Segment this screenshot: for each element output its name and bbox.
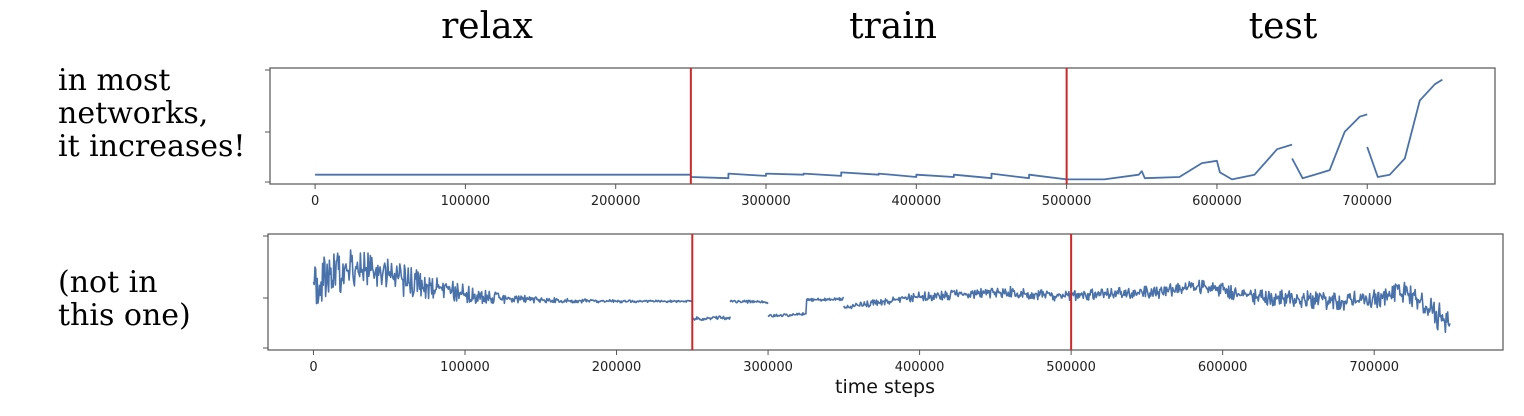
x-tick-label: 400000 bbox=[891, 194, 941, 209]
x-tick-label: 0 bbox=[311, 194, 319, 209]
side-note-top: in most networks, it increases! bbox=[58, 64, 246, 163]
x-tick-label: 100000 bbox=[441, 194, 491, 209]
side-note-bottom-line-1: (not in bbox=[58, 265, 158, 300]
x-tick-label: 200000 bbox=[592, 360, 642, 375]
chart-top: 0 100000 200000 300000 400000 500000 600000 700… bbox=[265, 67, 1496, 209]
series-line bbox=[1366, 78, 1443, 178]
series-line bbox=[1066, 143, 1293, 181]
x-tick-label: 500000 bbox=[1046, 360, 1096, 375]
x-axis-label: time steps bbox=[835, 376, 935, 398]
x-tick-label: 700000 bbox=[1342, 194, 1392, 209]
plot-frame bbox=[269, 67, 1496, 185]
series-line bbox=[767, 296, 844, 318]
chart-bottom: 0 100000 200000 300000 400000 500000 600000 700… bbox=[263, 233, 1504, 375]
heading-relax: relax bbox=[441, 6, 533, 47]
series-line bbox=[729, 299, 769, 305]
heading-test: test bbox=[1248, 6, 1318, 47]
side-note-bottom-line-2: this one) bbox=[58, 298, 191, 333]
side-note-bottom: (not in this one) bbox=[58, 266, 191, 332]
side-note-top-line-1: in most bbox=[58, 63, 171, 98]
x-tick-label: 600000 bbox=[1198, 360, 1248, 375]
heading-train: train bbox=[849, 6, 937, 47]
side-note-top-line-3: it increases! bbox=[58, 129, 246, 164]
x-tick-label: 200000 bbox=[591, 194, 641, 209]
x-tick-label: 300000 bbox=[741, 194, 791, 209]
side-note-top-line-2: networks, bbox=[58, 96, 209, 131]
x-tick-label: 700000 bbox=[1349, 360, 1399, 375]
x-tick-label: 300000 bbox=[743, 360, 793, 375]
x-tick-label: 600000 bbox=[1192, 194, 1242, 209]
series-line bbox=[843, 285, 1072, 310]
series-line bbox=[312, 249, 693, 305]
x-tick-label: 100000 bbox=[440, 360, 490, 375]
series-line bbox=[690, 171, 1067, 181]
series-line bbox=[1070, 279, 1451, 334]
x-tick-label: 400000 bbox=[895, 360, 945, 375]
plot-frame bbox=[267, 233, 1504, 351]
x-tick-label: 500000 bbox=[1042, 194, 1092, 209]
x-tick-label: 0 bbox=[309, 360, 317, 375]
series-line bbox=[1291, 113, 1368, 180]
series-line bbox=[691, 315, 731, 322]
